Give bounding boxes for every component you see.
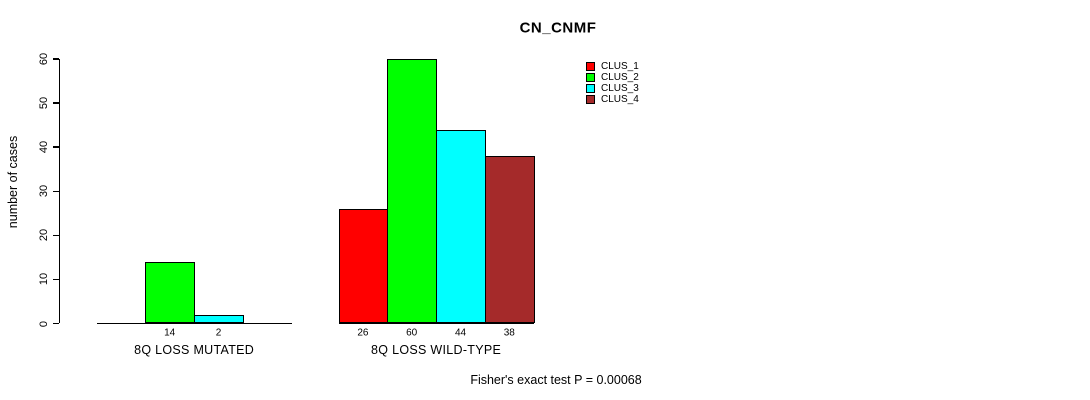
y-axis-line xyxy=(58,59,60,324)
bar-clus_2 xyxy=(387,59,438,324)
y-axis-tick-label: 30 xyxy=(38,185,50,198)
bar-value-label: 14 xyxy=(164,327,176,339)
y-axis-tick xyxy=(52,190,59,193)
bar-clus_4 xyxy=(484,156,535,324)
legend-item: CLUS_1 xyxy=(586,61,639,72)
group-label: 8Q LOSS WILD-TYPE xyxy=(371,343,502,358)
y-axis-tick-label: 60 xyxy=(38,52,50,66)
y-axis-tick xyxy=(52,322,59,325)
bar-value-label: 60 xyxy=(406,327,418,339)
legend-swatch-clus_1 xyxy=(586,62,595,71)
legend-swatch-clus_3 xyxy=(586,84,595,93)
legend-item: CLUS_4 xyxy=(586,94,639,105)
legend-swatch-clus_4 xyxy=(586,95,595,104)
bar-value-label: 44 xyxy=(454,327,467,339)
fisher-test-annotation: Fisher's exact test P = 0.00068 xyxy=(470,373,642,387)
legend: CLUS_1 CLUS_2 CLUS_3 CLUS_4 xyxy=(586,61,639,105)
y-axis-tick-label: 10 xyxy=(38,273,50,286)
legend-item: CLUS_3 xyxy=(586,83,639,94)
y-axis-tick-label: 40 xyxy=(38,141,50,154)
y-axis-tick-label: 20 xyxy=(38,229,50,242)
y-axis-tick-label: 0 xyxy=(38,320,50,327)
legend-label: CLUS_4 xyxy=(601,94,639,105)
bar-clus_2 xyxy=(145,261,196,324)
y-axis-label: number of cases xyxy=(6,135,20,229)
bar-value-label: 38 xyxy=(503,327,515,339)
legend-item: CLUS_2 xyxy=(586,72,639,83)
y-axis-tick xyxy=(52,58,59,60)
bar-value-label: 2 xyxy=(215,327,222,339)
bar-clus_1 xyxy=(338,208,389,324)
legend-swatch-clus_2 xyxy=(586,73,595,82)
legend-label: CLUS_1 xyxy=(601,61,639,72)
y-axis-tick xyxy=(52,102,59,104)
y-axis-tick xyxy=(52,146,59,148)
y-axis-tick xyxy=(52,278,59,281)
legend-label: CLUS_2 xyxy=(601,72,639,83)
chart-title: CN_CNMF xyxy=(519,19,597,37)
bar-clus_3 xyxy=(194,314,244,324)
y-axis-tick xyxy=(52,234,59,237)
legend-label: CLUS_3 xyxy=(601,83,639,94)
bar-clus_3 xyxy=(436,129,486,324)
bar-value-label: 26 xyxy=(357,327,369,339)
y-axis-tick-label: 50 xyxy=(38,97,50,110)
group-label: 8Q LOSS MUTATED xyxy=(134,343,255,358)
